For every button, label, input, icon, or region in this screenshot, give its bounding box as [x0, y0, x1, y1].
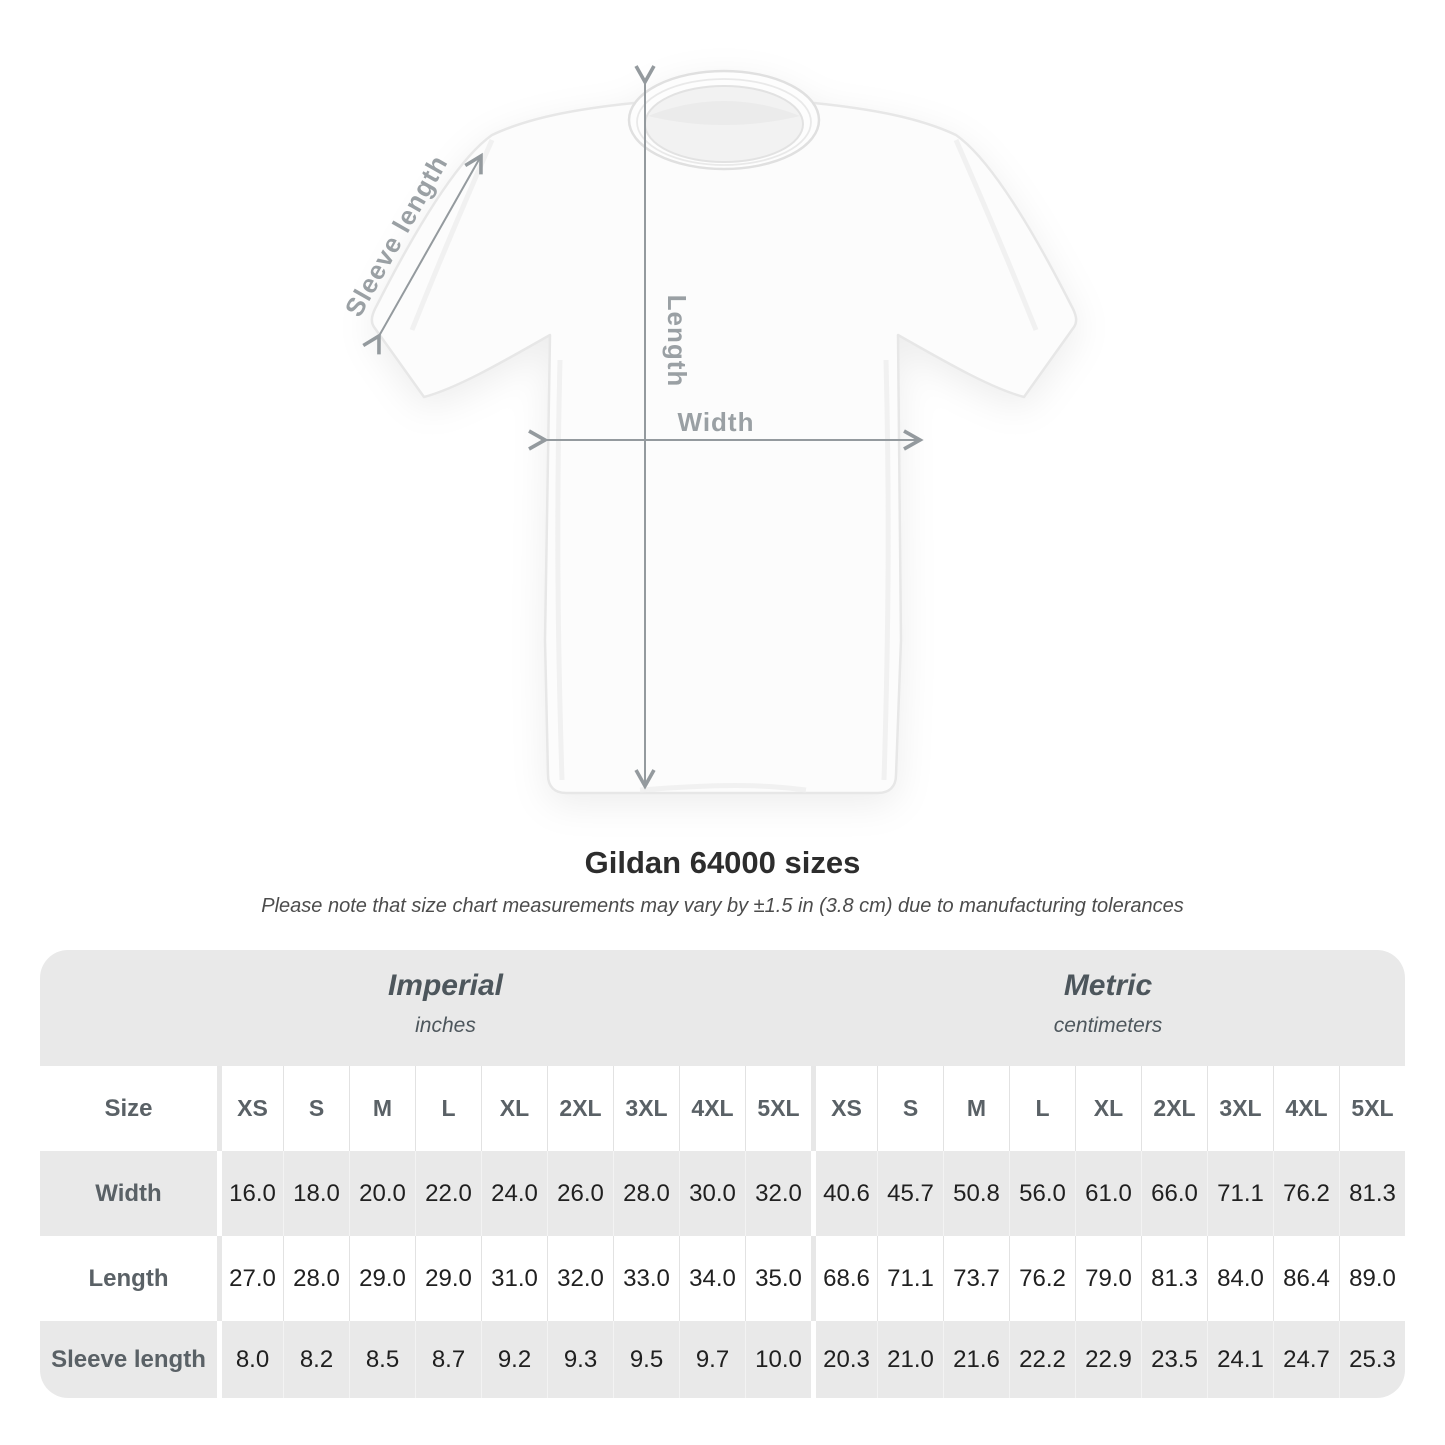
size-header-metric-5xl: 5XL: [1339, 1066, 1405, 1151]
size-header-metric-m: M: [943, 1066, 1009, 1151]
size-header-imperial-l: L: [415, 1066, 481, 1151]
measurement-cell-imperial: 9.5: [613, 1321, 679, 1398]
size-header-metric-l: L: [1009, 1066, 1075, 1151]
length-label: Length: [662, 295, 692, 388]
tolerance-note: Please note that size chart measurements…: [261, 895, 1184, 917]
measurement-cell-imperial: 28.0: [283, 1236, 349, 1321]
measurement-cell-imperial: 8.2: [283, 1321, 349, 1398]
measurement-cell-imperial: 29.0: [349, 1236, 415, 1321]
width-label: Width: [678, 407, 755, 437]
measurement-cell-metric: 84.0: [1207, 1236, 1273, 1321]
measurement-cell-metric: 89.0: [1339, 1236, 1405, 1321]
measurement-cell-imperial: 9.2: [481, 1321, 547, 1398]
measurement-cell-metric: 76.2: [1273, 1151, 1339, 1236]
measurement-cell-imperial: 28.0: [613, 1151, 679, 1236]
measurement-cell-imperial: 29.0: [415, 1236, 481, 1321]
size-header-metric-xs: XS: [811, 1066, 877, 1151]
measurement-cell-imperial: 27.0: [217, 1236, 283, 1321]
size-header-imperial-5xl: 5XL: [745, 1066, 811, 1151]
page-title: Gildan 64000 sizes: [584, 845, 861, 880]
measurement-cell-metric: 81.3: [1339, 1151, 1405, 1236]
imperial-unit: inches: [415, 1014, 476, 1037]
measurement-cell-metric: 21.6: [943, 1321, 1009, 1398]
measurement-cell-imperial: 20.0: [349, 1151, 415, 1236]
measurement-cell-imperial: 16.0: [217, 1151, 283, 1236]
size-table: Imperial inches Metric centimeters Size X…: [40, 950, 1405, 1398]
collar-back-inside: [648, 101, 800, 125]
measurement-cell-metric: 86.4: [1273, 1236, 1339, 1321]
measurement-cell-metric: 73.7: [943, 1236, 1009, 1321]
size-header-metric-s: S: [877, 1066, 943, 1151]
measurement-cell-imperial: 35.0: [745, 1236, 811, 1321]
size-column-header: Size: [40, 1066, 217, 1151]
measurement-cell-imperial: 31.0: [481, 1236, 547, 1321]
size-header-metric-xl: XL: [1075, 1066, 1141, 1151]
measurement-cell-metric: 22.9: [1075, 1321, 1141, 1398]
row-label: Sleeve length: [40, 1321, 217, 1398]
size-header-metric-4xl: 4XL: [1273, 1066, 1339, 1151]
size-header-imperial-m: M: [349, 1066, 415, 1151]
measurement-cell-metric: 40.6: [811, 1151, 877, 1236]
imperial-title: Imperial: [387, 969, 504, 1002]
sleeve-length-arrow: [362, 152, 483, 355]
measurement-cell-imperial: 22.0: [415, 1151, 481, 1236]
size-header-metric-3xl: 3XL: [1207, 1066, 1273, 1151]
measurement-cell-metric: 66.0: [1141, 1151, 1207, 1236]
measurement-cell-metric: 25.3: [1339, 1321, 1405, 1398]
measurement-cell-imperial: 26.0: [547, 1151, 613, 1236]
measurement-cell-metric: 50.8: [943, 1151, 1009, 1236]
size-header-imperial-xl: XL: [481, 1066, 547, 1151]
measurement-cell-metric: 20.3: [811, 1321, 877, 1398]
unit-header-band: Imperial inches Metric centimeters: [40, 950, 1405, 1066]
measurement-cell-metric: 22.2: [1009, 1321, 1075, 1398]
measurement-cell-metric: 24.7: [1273, 1321, 1339, 1398]
measurement-cell-metric: 21.0: [877, 1321, 943, 1398]
measurement-cell-imperial: 9.3: [547, 1321, 613, 1398]
size-header-metric-2xl: 2XL: [1141, 1066, 1207, 1151]
measurement-cell-metric: 61.0: [1075, 1151, 1141, 1236]
measurement-cell-imperial: 24.0: [481, 1151, 547, 1236]
measurement-cell-imperial: 8.5: [349, 1321, 415, 1398]
metric-unit: centimeters: [1053, 1014, 1163, 1037]
row-label: Length: [40, 1236, 217, 1321]
tshirt-measurement-diagram: Sleeve length Length Width: [339, 65, 1078, 795]
metric-title: Metric: [1063, 969, 1153, 1002]
measurement-cell-imperial: 30.0: [679, 1151, 745, 1236]
measurement-cell-metric: 71.1: [1207, 1151, 1273, 1236]
measurement-cell-imperial: 18.0: [283, 1151, 349, 1236]
measurement-cell-imperial: 10.0: [745, 1321, 811, 1398]
size-header-imperial-2xl: 2XL: [547, 1066, 613, 1151]
measurement-cell-imperial: 8.7: [415, 1321, 481, 1398]
row-label: Width: [40, 1151, 217, 1236]
measurement-cell-metric: 24.1: [1207, 1321, 1273, 1398]
imperial-header: Imperial inches: [40, 950, 811, 1066]
tshirt-body: [370, 101, 1078, 795]
size-header-imperial-s: S: [283, 1066, 349, 1151]
metric-header: Metric centimeters: [811, 950, 1405, 1066]
measurement-cell-imperial: 34.0: [679, 1236, 745, 1321]
measurement-cell-metric: 81.3: [1141, 1236, 1207, 1321]
measurement-cell-imperial: 33.0: [613, 1236, 679, 1321]
size-table-grid: Size XS S M L XL 2XL 3XL 4XL 5XL XS S M L XL 2XL 3XL 4XL 5…: [40, 1066, 1405, 1398]
measurement-cell-metric: 79.0: [1075, 1236, 1141, 1321]
size-header-imperial-4xl: 4XL: [679, 1066, 745, 1151]
measurement-cell-imperial: 32.0: [745, 1151, 811, 1236]
size-header-imperial-xs: XS: [217, 1066, 283, 1151]
measurement-cell-imperial: 32.0: [547, 1236, 613, 1321]
measurement-cell-metric: 45.7: [877, 1151, 943, 1236]
measurement-cell-imperial: 8.0: [217, 1321, 283, 1398]
measurement-cell-metric: 68.6: [811, 1236, 877, 1321]
measurement-cell-metric: 23.5: [1141, 1321, 1207, 1398]
measurement-cell-metric: 56.0: [1009, 1151, 1075, 1236]
measurement-cell-imperial: 9.7: [679, 1321, 745, 1398]
measurement-cell-metric: 76.2: [1009, 1236, 1075, 1321]
measurement-cell-metric: 71.1: [877, 1236, 943, 1321]
size-header-imperial-3xl: 3XL: [613, 1066, 679, 1151]
